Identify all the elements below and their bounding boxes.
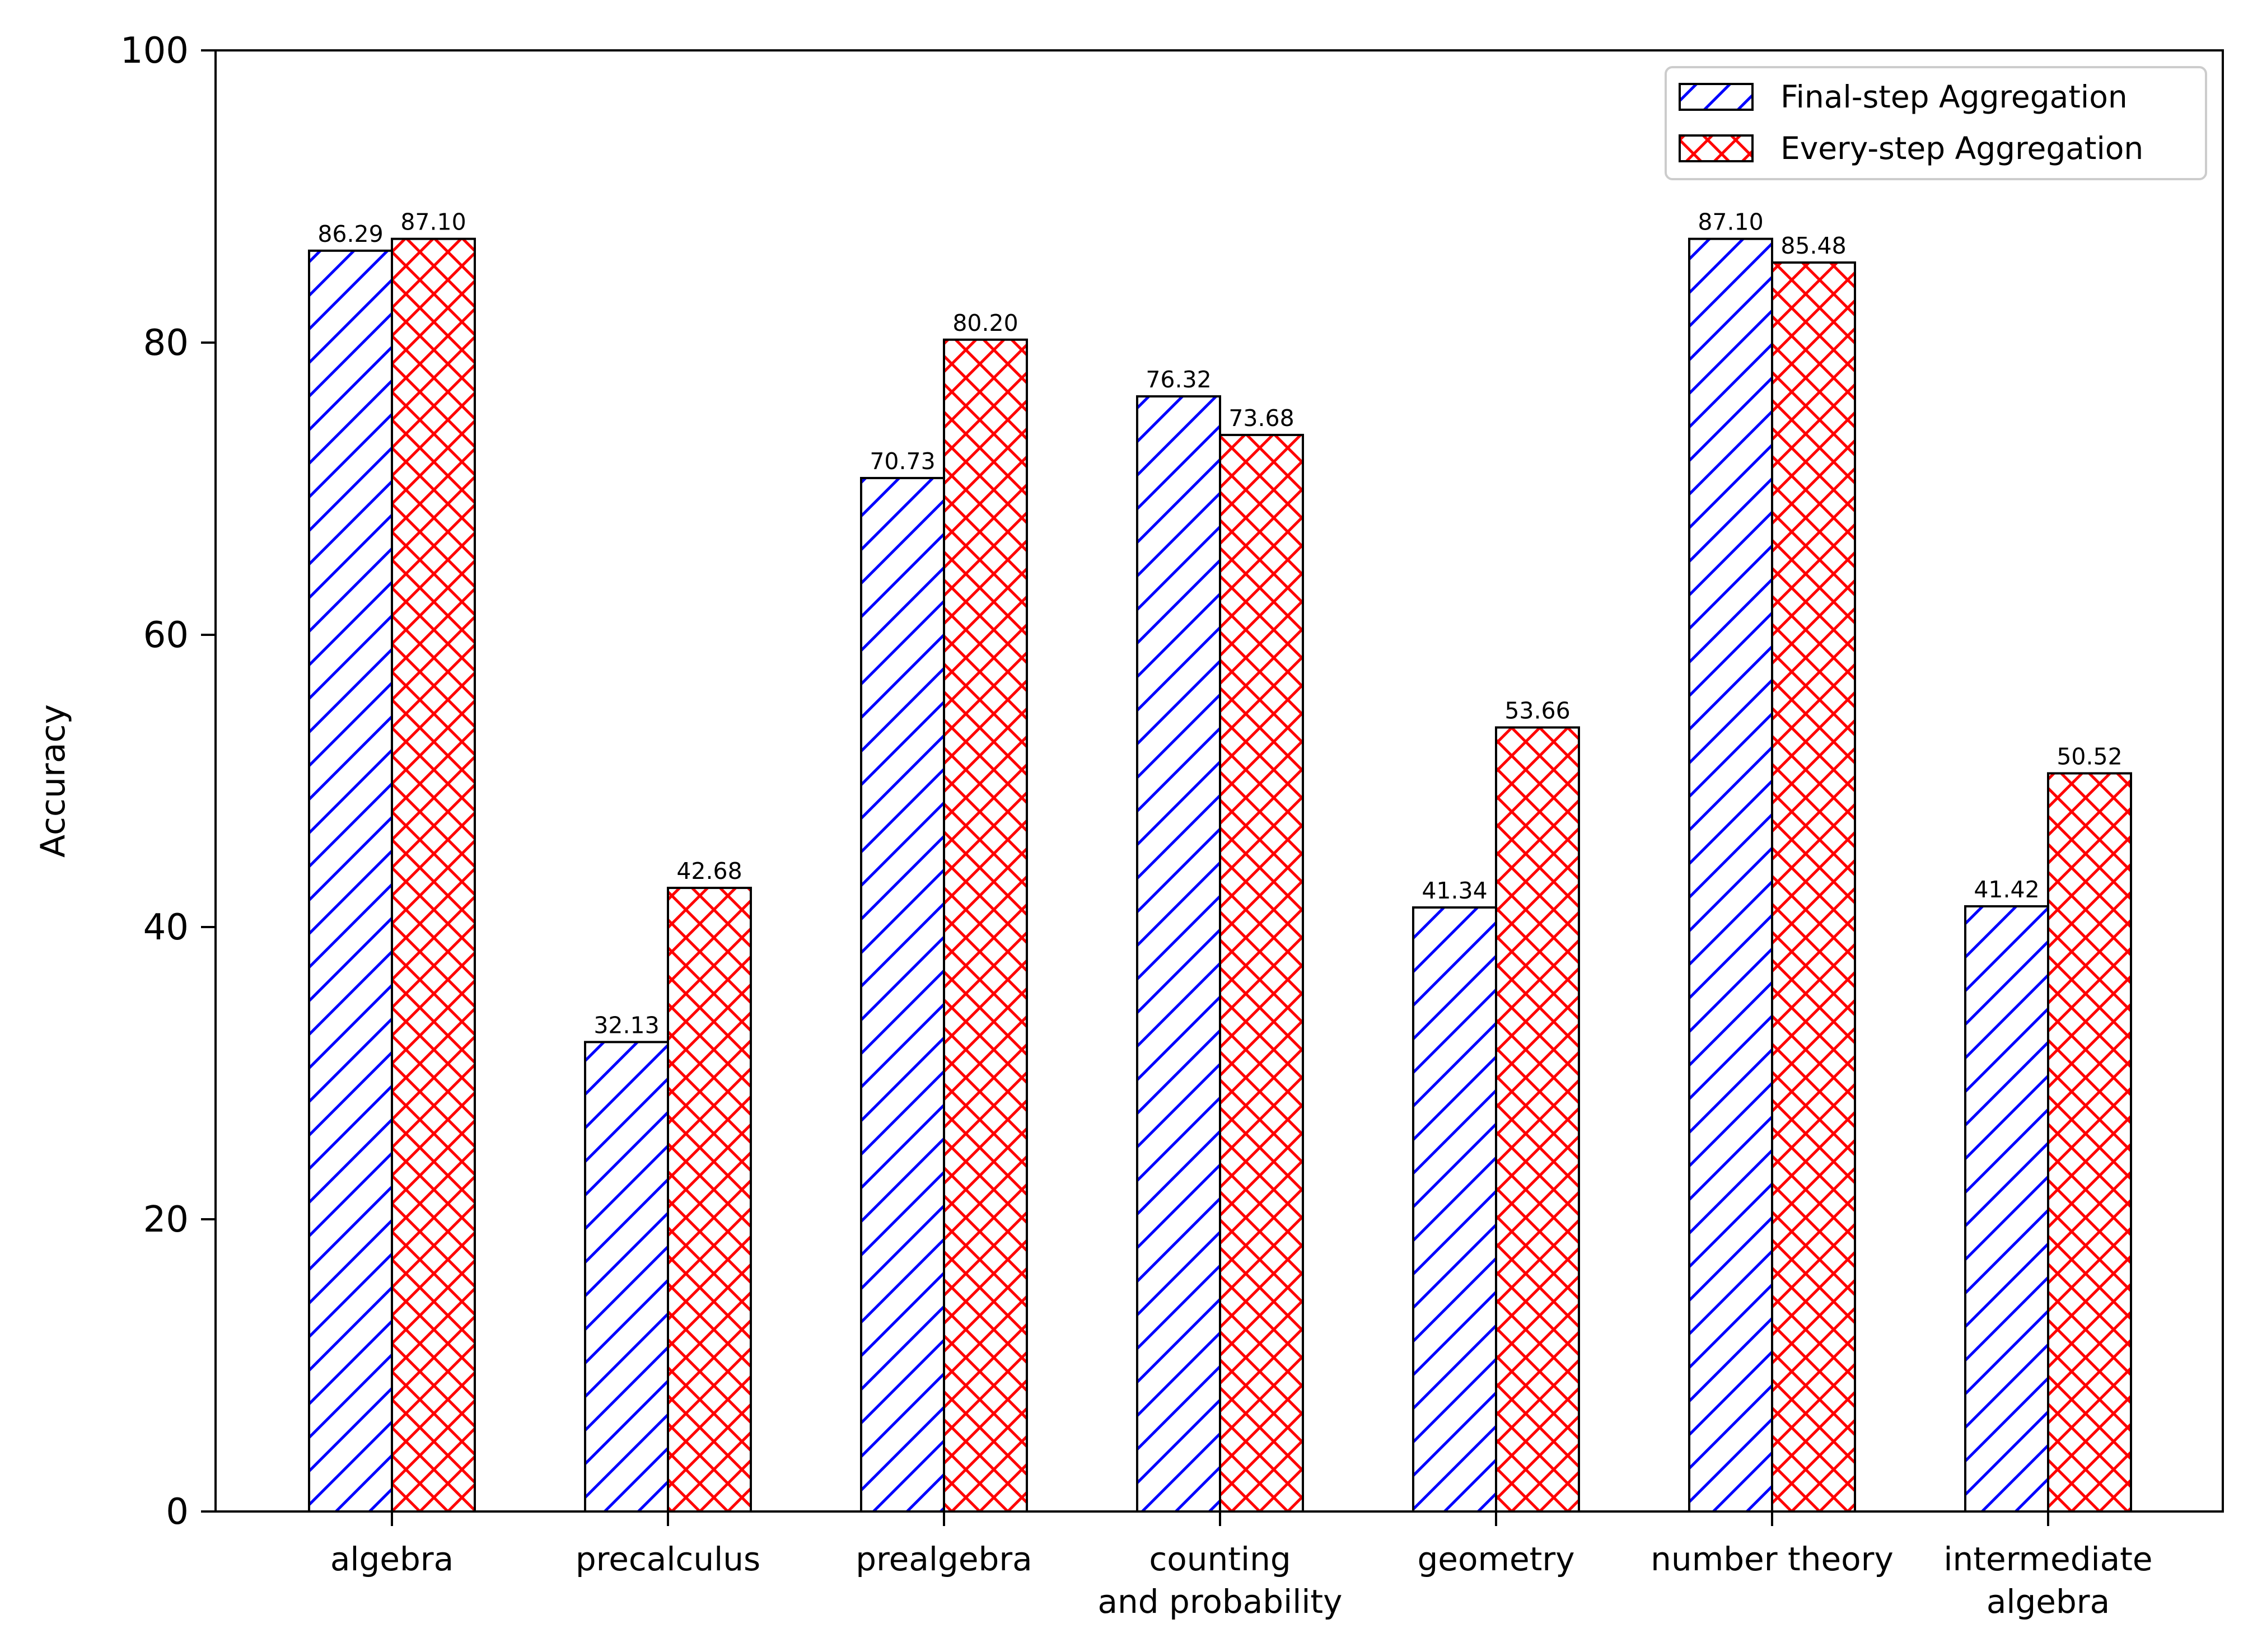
value-label-final-step-1: 32.13 <box>593 1012 659 1038</box>
bar-every-step-6 <box>2047 772 2132 1513</box>
bar-every-step-5 <box>1771 261 1856 1513</box>
y-tick-label-40: 40 <box>143 907 189 948</box>
value-label-final-step-6: 41.42 <box>1974 876 2039 903</box>
bar-final-step-2 <box>860 476 945 1513</box>
x-tick-label-5-0: number theory <box>1651 1540 1894 1578</box>
x-tick-label-2-0: prealgebra <box>856 1540 1032 1578</box>
bar-every-step-1 <box>667 887 752 1513</box>
value-label-every-step-4: 53.66 <box>1504 697 1570 724</box>
y-axis-title: Accuracy <box>34 704 73 858</box>
bars-layer <box>308 237 2132 1513</box>
value-label-final-step-3: 76.32 <box>1146 366 1211 393</box>
value-labels-layer: 86.29 32.13 70.73 76.32 41.34 87.10 41.42 87.10… <box>317 209 2122 1039</box>
x-tick-label-6-0: intermediate <box>1943 1540 2152 1578</box>
x-tick-label-1-0: precalculus <box>576 1540 760 1578</box>
legend-frame <box>1665 66 2207 180</box>
y-tick-label-0: 0 <box>166 1491 189 1533</box>
x-axis: algebra precalculus prealgebra counting and … <box>330 1511 2153 1621</box>
bar-final-step-3 <box>1136 395 1221 1513</box>
y-tick-label-20: 20 <box>143 1199 189 1241</box>
value-label-every-step-0: 87.10 <box>400 209 466 236</box>
bar-every-step-0 <box>391 237 476 1513</box>
y-tick-label-100: 100 <box>120 30 189 72</box>
value-label-final-step-5: 87.10 <box>1698 209 1763 236</box>
y-tick-label-80: 80 <box>143 322 189 364</box>
value-label-final-step-0: 86.29 <box>317 221 383 247</box>
value-label-final-step-2: 70.73 <box>870 448 935 475</box>
bar-every-step-2 <box>943 338 1028 1513</box>
legend-label-every-step: Every-step Aggregation <box>1780 130 2143 166</box>
value-label-every-step-1: 42.68 <box>676 858 742 885</box>
legend-swatch-every-step <box>1679 134 1754 162</box>
x-tick-label-3-1: and probability <box>1097 1583 1342 1621</box>
bar-final-step-6 <box>1964 905 2049 1513</box>
value-label-final-step-4: 41.34 <box>1422 877 1487 904</box>
value-label-every-step-2: 80.20 <box>952 310 1018 336</box>
legend-swatch-final-step <box>1679 83 1754 111</box>
x-tick-label-6-1: algebra <box>1987 1583 2110 1621</box>
x-tick-label-4-0: geometry <box>1417 1540 1574 1578</box>
bar-final-step-1 <box>584 1041 669 1513</box>
value-label-every-step-5: 85.48 <box>1780 232 1846 259</box>
value-label-every-step-3: 73.68 <box>1228 405 1294 432</box>
legend: Final-step Aggregation Every-step Aggreg… <box>1665 66 2207 180</box>
bar-final-step-0 <box>308 249 393 1513</box>
value-label-every-step-6: 50.52 <box>2057 743 2122 770</box>
bar-every-step-3 <box>1219 433 1304 1513</box>
x-tick-label-3-0: counting <box>1149 1540 1291 1578</box>
bar-every-step-4 <box>1495 726 1580 1513</box>
legend-label-final-step: Final-step Aggregation <box>1780 79 2128 115</box>
y-axis: 0 20 40 60 80 100 <box>120 30 216 1533</box>
x-tick-label-0-0: algebra <box>330 1540 454 1578</box>
bar-final-step-4 <box>1412 906 1497 1513</box>
y-tick-label-60: 60 <box>143 615 189 656</box>
bar-final-step-5 <box>1688 237 1773 1513</box>
